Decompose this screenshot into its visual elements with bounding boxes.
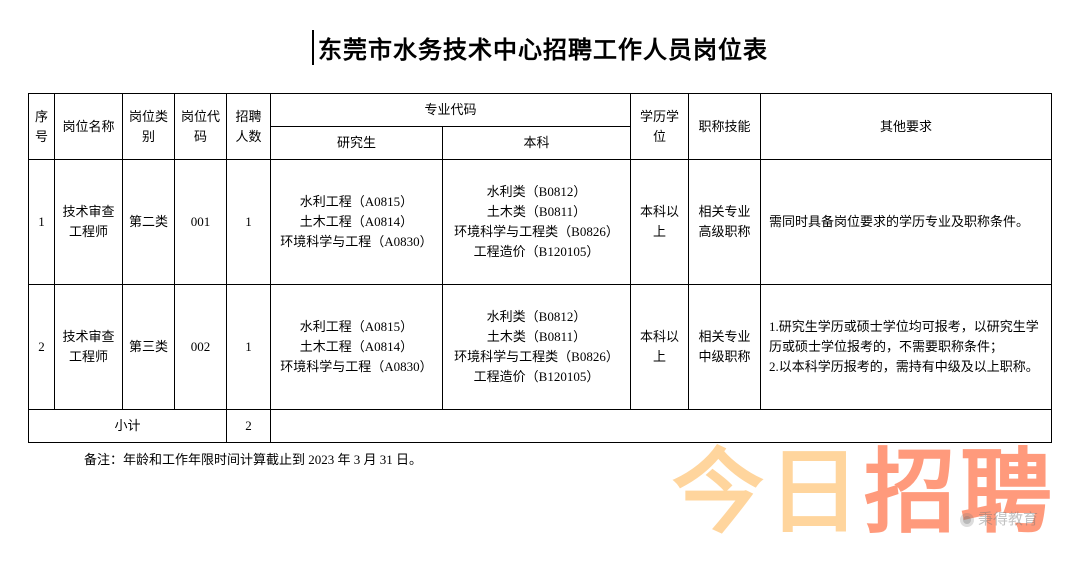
cell-other: 1.研究生学历或硕士学位均可报考，以研究生学历或硕士学位报考的，不需要职称条件；…	[761, 285, 1052, 410]
watermark-sub: 秉得教育	[960, 508, 1038, 529]
watermark-sub-text: 秉得教育	[978, 511, 1038, 528]
watermark-dot-icon	[960, 513, 974, 527]
cell-name: 技术审查工程师	[55, 285, 123, 410]
subtotal-label: 小计	[29, 410, 227, 443]
cell-grad: 水利工程（A0815）土木工程（A0814）环境科学与工程（A0830）	[271, 285, 443, 410]
page-title-wrap: 东莞市水务技术中心招聘工作人员岗位表	[28, 30, 1052, 65]
cell-edu: 本科以上	[631, 285, 689, 410]
th-count: 招聘人数	[227, 94, 271, 160]
table-header-row-1: 序号 岗位名称 岗位类别 岗位代码 招聘人数 专业代码 学历学位 职称技能 其他…	[29, 94, 1052, 127]
subtotal-blank	[271, 410, 1052, 443]
cell-category: 第二类	[123, 160, 175, 285]
footnote: 备注：年龄和工作年限时间计算截止到 2023 年 3 月 31 日。	[28, 443, 1052, 468]
th-code: 岗位代码	[175, 94, 227, 160]
cell-under: 水利类（B0812）土木类（B0811）环境科学与工程类（B0826）工程造价（…	[443, 285, 631, 410]
cell-idx: 2	[29, 285, 55, 410]
cell-edu: 本科以上	[631, 160, 689, 285]
cell-under: 水利类（B0812）土木类（B0811）环境科学与工程类（B0826）工程造价（…	[443, 160, 631, 285]
cell-grad: 水利工程（A0815）土木工程（A0814）环境科学与工程（A0830）	[271, 160, 443, 285]
cell-category: 第三类	[123, 285, 175, 410]
subtotal-count: 2	[227, 410, 271, 443]
cell-name: 技术审查工程师	[55, 160, 123, 285]
cell-idx: 1	[29, 160, 55, 285]
th-idx: 序号	[29, 94, 55, 160]
th-category: 岗位类别	[123, 94, 175, 160]
cell-other: 需同时具备岗位要求的学历专业及职称条件。	[761, 160, 1052, 285]
cell-count: 1	[227, 285, 271, 410]
table-row: 1 技术审查工程师 第二类 001 1 水利工程（A0815）土木工程（A081…	[29, 160, 1052, 285]
positions-table: 序号 岗位名称 岗位类别 岗位代码 招聘人数 专业代码 学历学位 职称技能 其他…	[28, 93, 1052, 443]
cell-code: 001	[175, 160, 227, 285]
th-grad: 研究生	[271, 127, 443, 160]
cell-skill: 相关专业中级职称	[689, 285, 761, 410]
th-name: 岗位名称	[55, 94, 123, 160]
th-skill: 职称技能	[689, 94, 761, 160]
th-edu: 学历学位	[631, 94, 689, 160]
table-row: 2 技术审查工程师 第三类 002 1 水利工程（A0815）土木工程（A081…	[29, 285, 1052, 410]
th-under: 本科	[443, 127, 631, 160]
subtotal-row: 小计 2	[29, 410, 1052, 443]
th-other: 其他要求	[761, 94, 1052, 160]
th-major: 专业代码	[271, 94, 631, 127]
page-title: 东莞市水务技术中心招聘工作人员岗位表	[312, 30, 768, 65]
cell-skill: 相关专业高级职称	[689, 160, 761, 285]
cell-code: 002	[175, 285, 227, 410]
cell-count: 1	[227, 160, 271, 285]
